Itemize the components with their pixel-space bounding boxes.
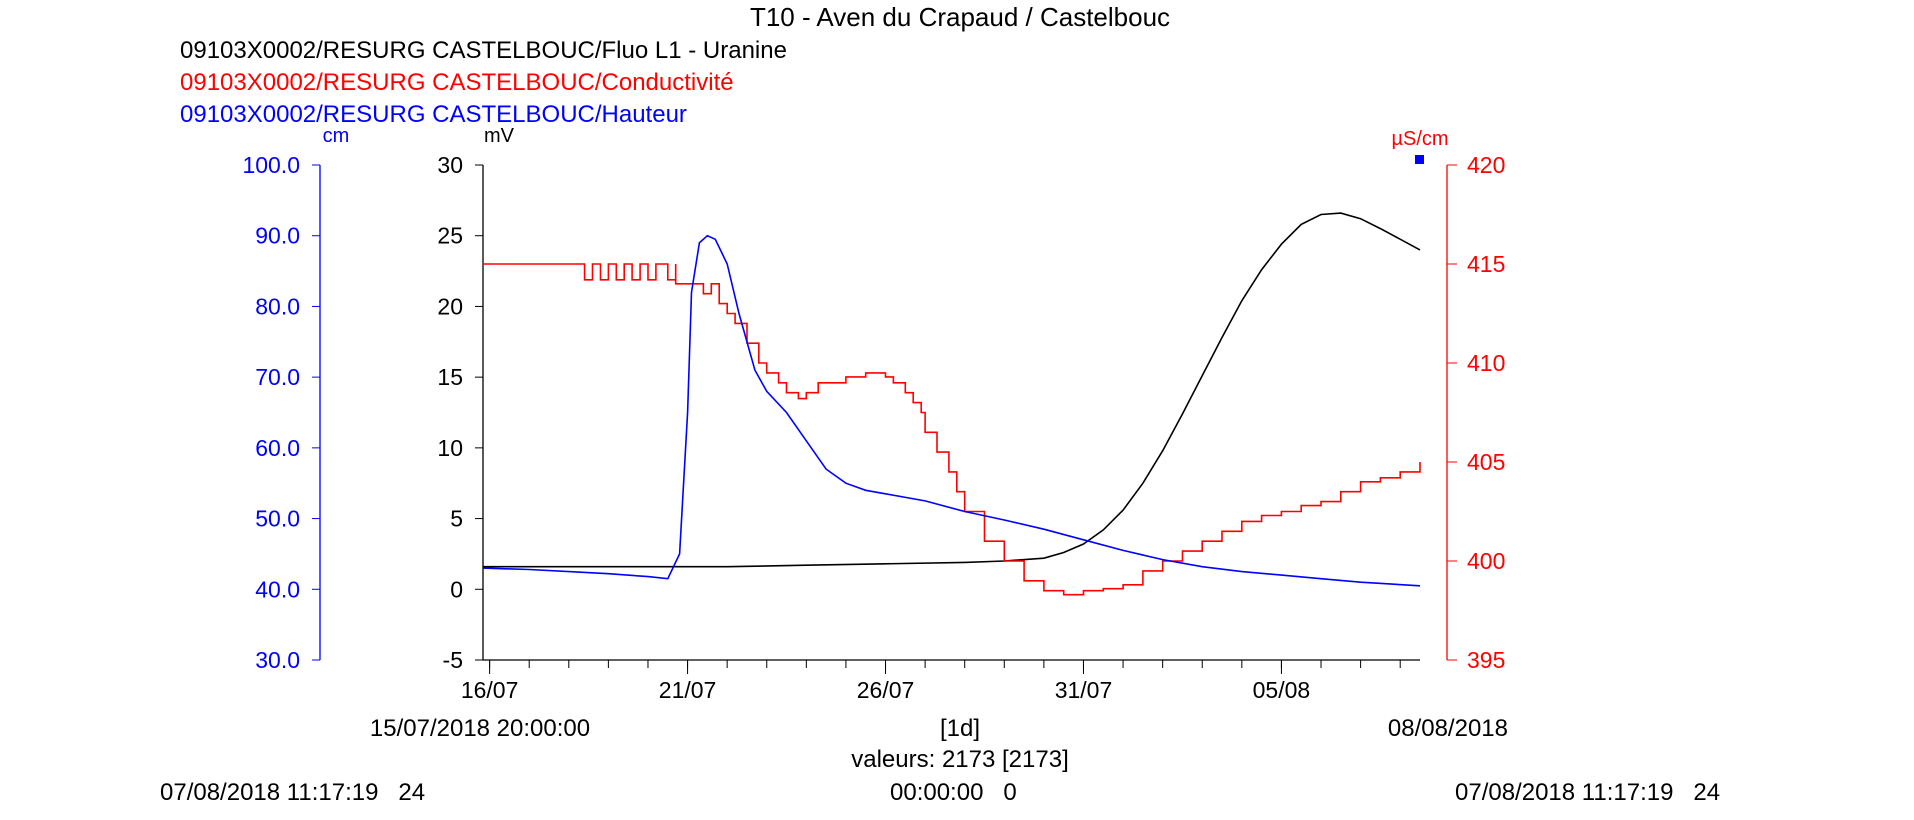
axis-unit-mv: mV bbox=[484, 125, 515, 147]
legend-conductivite: 09103X0002/RESURG CASTELBOUC/Conductivit… bbox=[180, 69, 734, 96]
hauteur-tick-label: 50.0 bbox=[255, 506, 300, 532]
legend-fluo: 09103X0002/RESURG CASTELBOUC/Fluo L1 - U… bbox=[180, 37, 787, 64]
fluo-tick-label: -5 bbox=[443, 647, 463, 673]
x-end-label: 08/08/2018 bbox=[1388, 715, 1508, 742]
hauteur-tick-label: 30.0 bbox=[255, 647, 300, 673]
conductivite-tick-label: 420 bbox=[1467, 152, 1505, 178]
hauteur-tick-label: 80.0 bbox=[255, 293, 300, 319]
footer-center: 00:00:00 0 bbox=[890, 779, 1017, 806]
legend-hauteur: 09103X0002/RESURG CASTELBOUC/Hauteur bbox=[180, 101, 687, 128]
hauteur-tick-label: 60.0 bbox=[255, 435, 300, 461]
conductivite-tick-label: 395 bbox=[1467, 647, 1505, 673]
x-start-label: 15/07/2018 20:00:00 bbox=[370, 715, 590, 742]
fluo-tick-label: 5 bbox=[450, 506, 463, 532]
conductivite-tick-label: 405 bbox=[1467, 449, 1505, 475]
series-line-fluo-uranine bbox=[482, 212, 1421, 568]
footer-right: 07/08/2018 11:17:19 24 bbox=[1455, 779, 1720, 806]
axis-unit-uscm: µS/cm bbox=[1391, 128, 1448, 150]
hauteur-tick-label: 90.0 bbox=[255, 223, 300, 249]
fluo-tick-label: 0 bbox=[450, 576, 463, 602]
value-count: valeurs: 2173 [2173] bbox=[851, 746, 1069, 773]
conductivite-tick-label: 410 bbox=[1467, 350, 1505, 376]
fluo-tick-label: 25 bbox=[437, 223, 463, 249]
fluo-tick-label: 15 bbox=[437, 364, 463, 390]
x-tick-label: 21/07 bbox=[659, 677, 717, 703]
x-tick-label: 31/07 bbox=[1055, 677, 1113, 703]
x-step-label: [1d] bbox=[940, 715, 980, 742]
hauteur-tick-label: 100.0 bbox=[242, 152, 300, 178]
chart-title: T10 - Aven du Crapaud / Castelbouc bbox=[750, 2, 1170, 32]
fluo-tick-label: 30 bbox=[437, 152, 463, 178]
axis-unit-cm: cm bbox=[323, 125, 350, 147]
hauteur-tick-label: 40.0 bbox=[255, 576, 300, 602]
hauteur-tick-label: 70.0 bbox=[255, 364, 300, 390]
footer-left: 07/08/2018 11:17:19 24 bbox=[160, 779, 425, 806]
series-line-conductivite bbox=[482, 263, 1421, 596]
fluo-tick-label: 10 bbox=[437, 435, 463, 461]
marker-square bbox=[1415, 155, 1424, 164]
series-line-hauteur bbox=[482, 234, 1421, 587]
conductivite-tick-label: 400 bbox=[1467, 548, 1505, 574]
x-tick-label: 05/08 bbox=[1253, 677, 1311, 703]
x-tick-label: 16/07 bbox=[461, 677, 519, 703]
conductivite-tick-label: 415 bbox=[1467, 251, 1505, 277]
x-tick-label: 26/07 bbox=[857, 677, 915, 703]
fluo-tick-label: 20 bbox=[437, 293, 463, 319]
